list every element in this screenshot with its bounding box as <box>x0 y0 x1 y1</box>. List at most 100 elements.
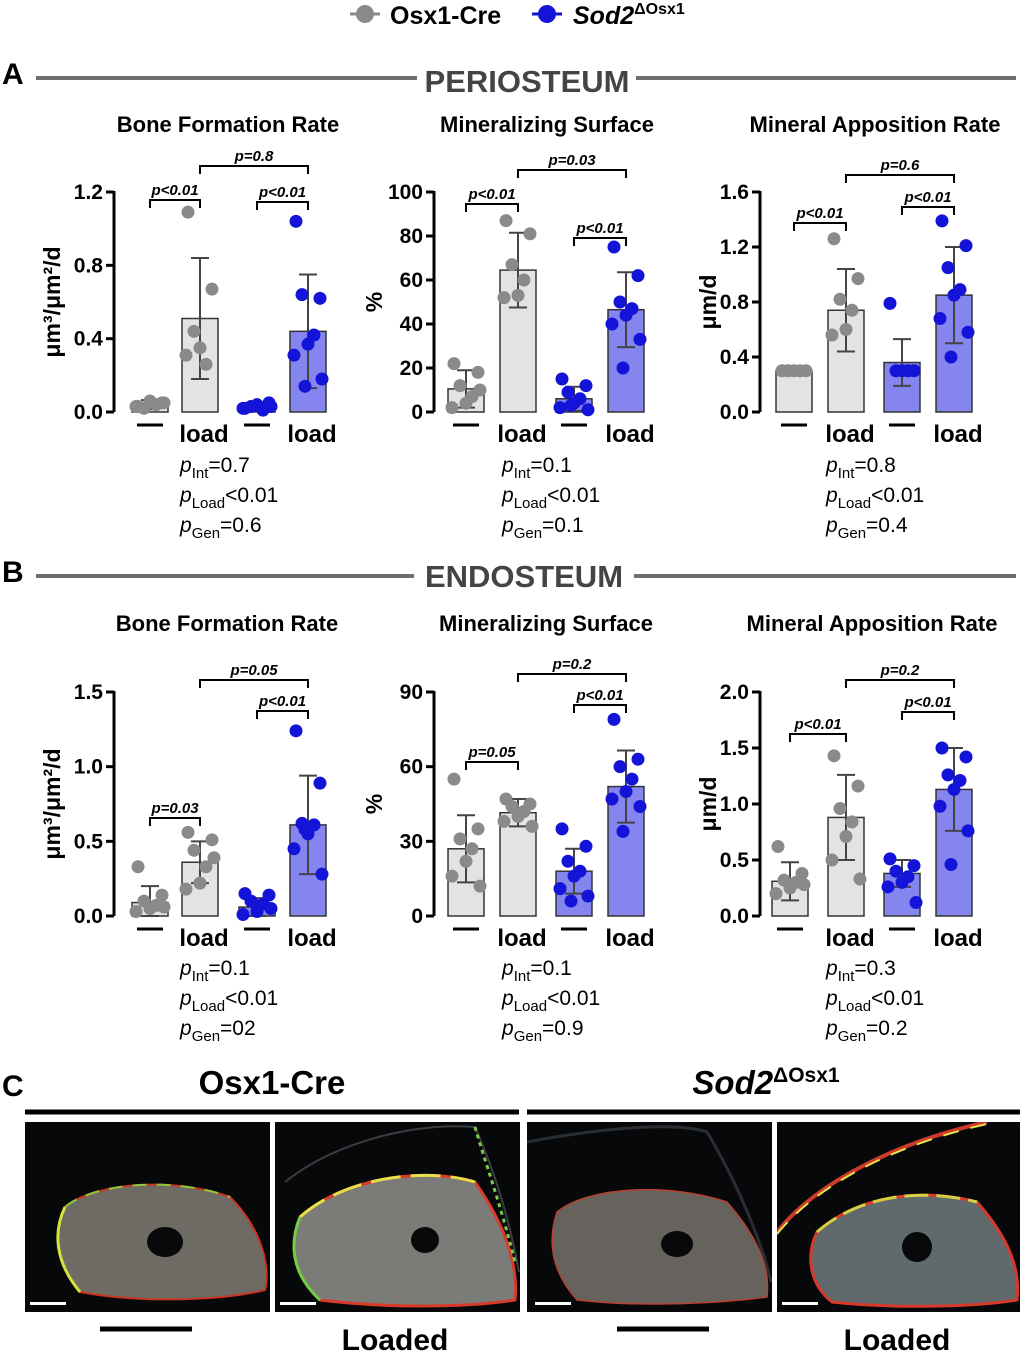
data-point <box>839 323 853 336</box>
data-point <box>631 752 645 766</box>
significance-bracket <box>789 733 847 742</box>
x-category-label: load <box>287 421 336 448</box>
significance-bracket <box>149 199 201 208</box>
data-point <box>473 879 487 893</box>
y-tick-label: 0.8 <box>720 291 750 314</box>
y-tick-label: 0.4 <box>720 346 750 369</box>
data-point <box>605 317 619 331</box>
y-tick-label: 0 <box>411 905 423 928</box>
data-point <box>298 379 312 393</box>
y-tick-label: 2.0 <box>720 681 749 704</box>
data-point <box>471 822 485 836</box>
data-point <box>895 875 909 889</box>
data-point <box>769 887 783 901</box>
data-point <box>625 772 639 786</box>
data-point <box>207 851 221 865</box>
data-point <box>143 394 157 408</box>
data-point <box>511 288 525 302</box>
chart-title: Bone Formation Rate <box>117 112 339 137</box>
data-point <box>555 822 569 836</box>
data-point <box>827 749 841 763</box>
legend-label-sod2-sup: ΔOsx1 <box>634 1 685 18</box>
data-point <box>851 272 865 286</box>
x-category-label: load <box>497 421 546 448</box>
significance-bracket <box>256 710 309 719</box>
legend-item-osx1-cre: Osx1-Cre <box>350 2 501 30</box>
data-point <box>947 782 961 796</box>
data-point <box>564 398 578 412</box>
data-point <box>561 385 575 399</box>
data-point <box>579 839 593 853</box>
data-point <box>607 240 621 254</box>
data-point <box>605 792 619 806</box>
significance-bracket <box>901 206 955 215</box>
data-point <box>961 325 975 339</box>
section-title-periosteum: PERIOSTEUM <box>425 64 630 99</box>
significance-label: p<0.01 <box>795 205 843 222</box>
stats-line: pGen=02 <box>179 1017 256 1045</box>
y-tick-label: 1.6 <box>720 181 749 204</box>
stats-line: pLoad<0.01 <box>825 484 924 512</box>
y-axis-label: μm³/μm²/d <box>39 246 65 357</box>
micrograph-sod2-loaded <box>777 1122 1020 1312</box>
data-point <box>205 282 219 296</box>
data-point <box>959 750 973 764</box>
significance-label: p<0.01 <box>575 687 623 704</box>
data-point <box>250 905 264 919</box>
data-point <box>839 829 853 843</box>
data-point <box>907 859 921 873</box>
data-point <box>851 779 865 793</box>
data-point <box>445 869 459 883</box>
data-point <box>525 819 539 833</box>
data-point <box>157 396 171 410</box>
x-category-label: load <box>825 421 874 448</box>
data-point <box>307 328 321 342</box>
x-category-label: load <box>825 925 874 952</box>
data-point <box>181 825 195 839</box>
chart-endosteum-bone-formation-rate: Bone Formation Rate μm³/μm²/d 0.0 0.5 1.0 1.5… <box>39 611 338 1045</box>
significance-label: p<0.01 <box>150 182 198 199</box>
y-tick-label: 1.0 <box>720 793 749 816</box>
y-tick-label: 0.5 <box>74 830 104 853</box>
data-point <box>613 295 627 309</box>
data-point <box>959 239 973 253</box>
caption-loaded-sod2: Loaded <box>844 1324 951 1353</box>
data-point <box>579 379 593 393</box>
y-tick-label: 0.5 <box>720 849 750 872</box>
data-point <box>313 291 327 305</box>
x-category-label: load <box>605 421 654 448</box>
data-point <box>445 401 459 415</box>
significance-label: p=0.2 <box>880 662 920 679</box>
data-point <box>193 876 207 890</box>
y-tick-label: 20 <box>400 357 423 380</box>
stats-line: pLoad<0.01 <box>179 987 278 1015</box>
y-tick-label: 60 <box>400 269 423 292</box>
y-tick-label: 1.0 <box>74 756 103 779</box>
data-point <box>827 232 841 246</box>
data-point <box>315 372 329 386</box>
data-point <box>453 832 467 846</box>
significance-label: p=0.05 <box>229 662 278 679</box>
stats-line: pGen=0.2 <box>825 1017 908 1045</box>
data-point <box>564 894 578 908</box>
data-point <box>143 902 157 916</box>
data-point <box>553 401 567 415</box>
data-point <box>313 776 327 790</box>
data-point <box>236 401 250 415</box>
bar <box>499 811 537 917</box>
legend-item-sod2: Sod2ΔOsx1 <box>532 1 685 30</box>
data-point <box>935 741 949 755</box>
chart-endosteum-mineralizing-surface: Mineralizing Surface% 0 30 60 90 load load p=0.… <box>361 611 655 1045</box>
significance-label: p=0.8 <box>234 148 274 165</box>
significance-bracket <box>256 201 309 210</box>
data-point <box>933 312 947 325</box>
data-point <box>553 882 567 896</box>
y-tick-label: 90 <box>400 681 423 704</box>
data-point <box>883 296 897 310</box>
data-point <box>295 288 309 302</box>
significance-bracket <box>845 174 955 183</box>
stats-line: pInt=0.8 <box>825 454 896 482</box>
data-point <box>797 878 811 892</box>
data-point <box>471 365 485 379</box>
